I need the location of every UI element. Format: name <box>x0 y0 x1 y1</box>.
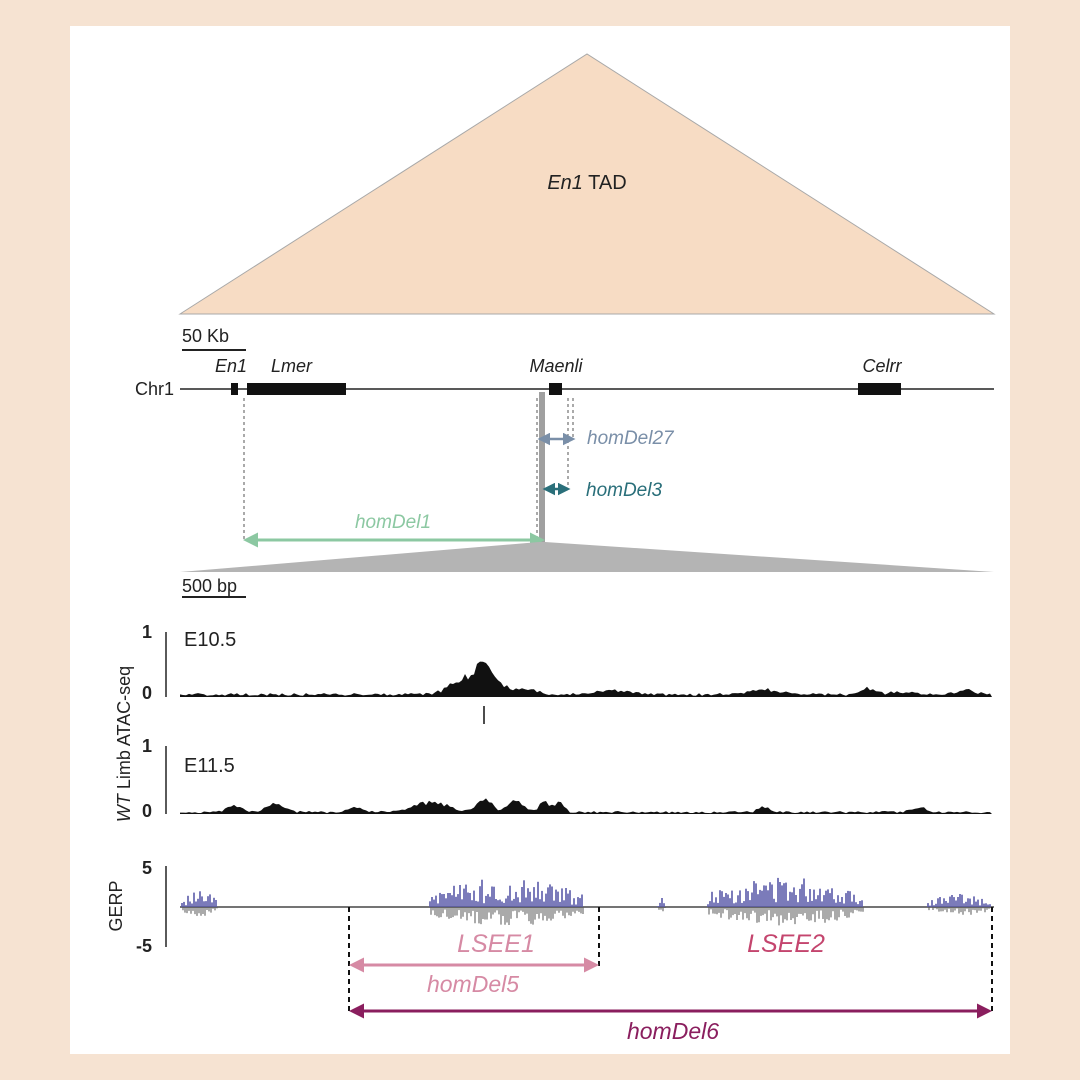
deletion-label-homdel6: homDel6 <box>627 1018 719 1044</box>
scale-label-top: 50 Kb <box>182 326 229 346</box>
zoom-trapezoid <box>180 542 994 572</box>
gene-label-en1: En1 <box>215 356 247 376</box>
gene-lmer-box <box>247 383 346 395</box>
gene-label-maenli: Maenli <box>529 356 583 376</box>
deletion-label-homdel1: homDel1 <box>355 512 431 533</box>
gene-en1-box <box>231 383 238 395</box>
atac-axis-label: WT Limb ATAC-seq <box>114 666 134 822</box>
element-label-lsee2: LSEE2 <box>747 930 825 958</box>
chromosome-label: Chr1 <box>135 379 174 399</box>
tad-label: En1 TAD <box>547 172 626 194</box>
gene-maenli-box <box>549 383 562 395</box>
atac-ymax: 1 <box>142 736 152 756</box>
atac-ymin: 0 <box>142 683 152 703</box>
gene-label-celrr: Celrr <box>863 356 903 376</box>
atac-stage-label: E10.5 <box>184 629 236 651</box>
gerp-ymin: -5 <box>136 936 152 956</box>
deletion-label-homdel27: homDel27 <box>587 428 675 449</box>
figure-panel: En1 TAD 50 Kb Chr1 En1 Lmer Maenli Celrr… <box>70 26 1010 1054</box>
element-label-lsee1: LSEE1 <box>457 930 535 958</box>
gerp-ymax: 5 <box>142 858 152 878</box>
deletion-label-homdel3: homDel3 <box>586 480 662 501</box>
scale-label-bottom: 500 bp <box>182 576 237 596</box>
atac-signal-track <box>180 661 992 697</box>
genome-diagram: En1 TAD 50 Kb Chr1 En1 Lmer Maenli Celrr… <box>106 53 996 1044</box>
gerp-conservation-track <box>181 877 992 926</box>
atac-stage-label: E11.5 <box>184 755 235 777</box>
gerp-axis-label: GERP <box>106 880 126 931</box>
gene-celrr-box <box>858 383 901 395</box>
tad-triangle <box>178 53 996 315</box>
deletion-label-homdel5: homDel5 <box>427 971 519 997</box>
atac-ymax: 1 <box>142 622 152 642</box>
gene-label-lmer: Lmer <box>271 356 313 376</box>
atac-signal-track <box>180 798 992 814</box>
atac-ymin: 0 <box>142 801 152 821</box>
zoom-region-highlight <box>539 392 545 542</box>
